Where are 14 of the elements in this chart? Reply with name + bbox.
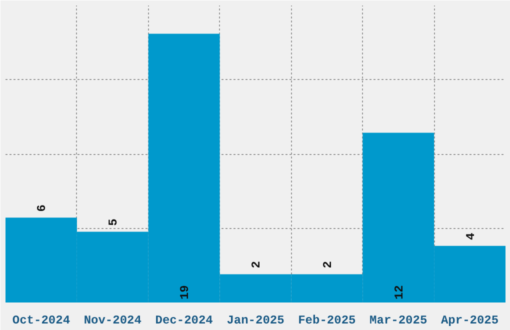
x-tick-label: Dec-2024 — [155, 314, 213, 328]
data-label: 12 — [392, 285, 406, 300]
data-label: 2 — [250, 261, 264, 268]
x-tick-label: Jan-2025 — [226, 314, 284, 328]
data-label: 19 — [178, 285, 192, 300]
data-label: 2 — [320, 261, 335, 268]
data-label: 6 — [35, 204, 50, 212]
x-tick-label: Apr-2025 — [440, 314, 499, 328]
data-label: 5 — [106, 218, 121, 226]
x-tick-label: Feb-2025 — [298, 314, 356, 328]
x-tick-label: Mar-2025 — [370, 314, 428, 328]
data-label: 4 — [464, 232, 478, 240]
x-tick-label: Oct-2024 — [12, 314, 70, 328]
x-tick-label: Nov-2024 — [84, 314, 142, 328]
